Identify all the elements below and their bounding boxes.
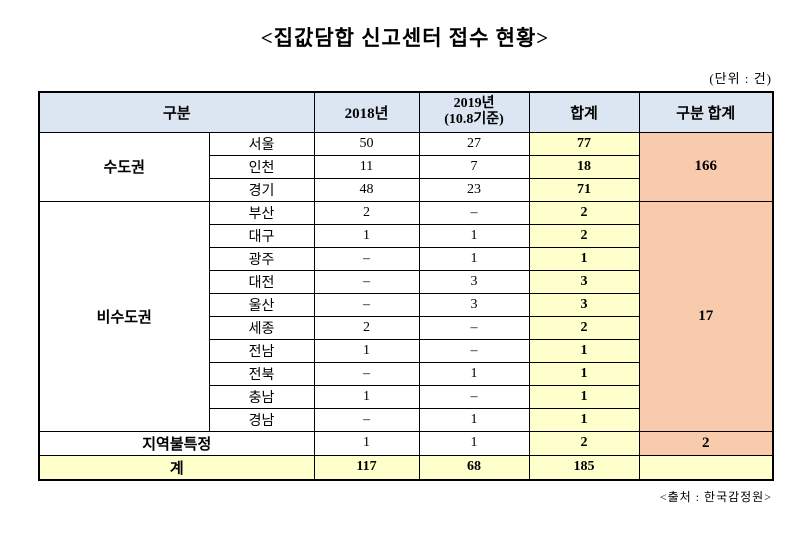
value-2018: –	[313, 407, 420, 432]
value-2018: –	[313, 361, 420, 386]
city-cell: 경기	[208, 177, 315, 202]
total-cell: 1	[528, 384, 640, 409]
city-cell: 경남	[208, 407, 315, 432]
city-cell: 대전	[208, 269, 315, 294]
value-2018: –	[313, 246, 420, 271]
total-cell: 2	[528, 223, 640, 248]
table-row: 울산 – 3 3	[39, 292, 773, 317]
city-cell: 서울	[208, 131, 315, 156]
value-2019: –	[418, 384, 530, 409]
total-cell: 1	[528, 361, 640, 386]
table-row: 수도권 서울 50 27 77 166	[38, 131, 774, 202]
group-name-cell: 지역불특정	[38, 430, 315, 456]
table-row: 인천 11 7 18	[39, 154, 773, 179]
report-page: <집값담합 신고센터 접수 현황> (단위 : 건) 구분 2018년 2019…	[38, 26, 775, 504]
total-cell: 1	[528, 338, 640, 363]
report-table: 구분 2018년 2019년 (10.8기준) 합계 구분 합계 수도권 서울 …	[38, 91, 775, 481]
total-cell: 185	[528, 454, 640, 480]
city-cell: 충남	[208, 384, 315, 409]
value-2018: 11	[313, 154, 420, 179]
table-row: 광주 – 1 1	[39, 246, 773, 271]
header-2019: 2019년 (10.8기준)	[418, 91, 530, 133]
total-cell: 3	[528, 292, 640, 317]
unit-note: (단위 : 건)	[709, 71, 772, 86]
value-2019: 27	[418, 131, 530, 156]
city-cell: 광주	[208, 246, 315, 271]
table-row: 경남 – 1 1	[39, 407, 773, 432]
total-cell: 77	[528, 131, 640, 156]
group-total-cell: 17	[638, 200, 774, 432]
header-group-total: 구분 합계	[638, 91, 774, 133]
group-total-cell	[638, 454, 774, 480]
header-2018: 2018년	[313, 91, 420, 133]
grand-total-label: 계	[38, 454, 315, 480]
header-category: 구분	[38, 91, 315, 133]
value-2018: 117	[313, 454, 420, 480]
city-cell: 인천	[208, 154, 315, 179]
table-row: 전남 1 – 1	[39, 338, 773, 363]
value-2019: 3	[418, 292, 530, 317]
value-2018: 1	[313, 223, 420, 248]
value-2019: 3	[418, 269, 530, 294]
value-2018: 1	[313, 384, 420, 409]
value-2019: 1	[418, 407, 530, 432]
total-cell: 2	[528, 200, 640, 225]
group-total-cell: 166	[638, 131, 774, 202]
city-cell: 대구	[208, 223, 315, 248]
city-cell: 부산	[208, 200, 315, 225]
value-2019: 7	[418, 154, 530, 179]
header-row: 구분 2018년 2019년 (10.8기준) 합계 구분 합계	[38, 91, 774, 133]
total-cell: 2	[528, 430, 640, 456]
value-2019: –	[418, 200, 530, 225]
city-cell: 전북	[208, 361, 315, 386]
table-row: 전북 – 1 1	[39, 361, 773, 386]
value-2019: –	[418, 315, 530, 340]
page-title: <집값담합 신고센터 접수 현황>	[260, 26, 550, 50]
value-2019: 1	[418, 430, 530, 456]
total-cell: 1	[528, 407, 640, 432]
city-cell: 울산	[208, 292, 315, 317]
city-cell: 전남	[208, 338, 315, 363]
group-name-cell: 수도권	[38, 131, 210, 202]
header-total: 합계	[528, 91, 640, 133]
table-row: 대전 – 3 3	[39, 269, 773, 294]
table-row-unspecified: 지역불특정 1 1 2 2	[38, 430, 774, 456]
group-name-cell: 비수도권	[38, 200, 210, 432]
total-cell: 2	[528, 315, 640, 340]
value-2018: –	[313, 292, 420, 317]
value-2018: –	[313, 269, 420, 294]
table-row: 대구 1 1 2	[39, 223, 773, 248]
value-2019: 23	[418, 177, 530, 202]
table-row: 비수도권 부산 2 – 2 17	[38, 200, 774, 432]
value-2018: 50	[313, 131, 420, 156]
value-2018: 1	[313, 430, 420, 456]
value-2018: 2	[313, 200, 420, 225]
city-cell: 세종	[208, 315, 315, 340]
value-2018: 2	[313, 315, 420, 340]
total-cell: 3	[528, 269, 640, 294]
group-total-cell: 2	[638, 430, 774, 456]
value-2018: 1	[313, 338, 420, 363]
source-note: <출처 : 한국감정원>	[659, 489, 772, 504]
value-2019: 68	[418, 454, 530, 480]
total-cell: 1	[528, 246, 640, 271]
value-2019: –	[418, 338, 530, 363]
total-cell: 71	[528, 177, 640, 202]
value-2018: 48	[313, 177, 420, 202]
value-2019: 1	[418, 223, 530, 248]
grand-total-row: 계 117 68 185	[38, 454, 774, 480]
value-2019: 1	[418, 246, 530, 271]
value-2019: 1	[418, 361, 530, 386]
total-cell: 18	[528, 154, 640, 179]
